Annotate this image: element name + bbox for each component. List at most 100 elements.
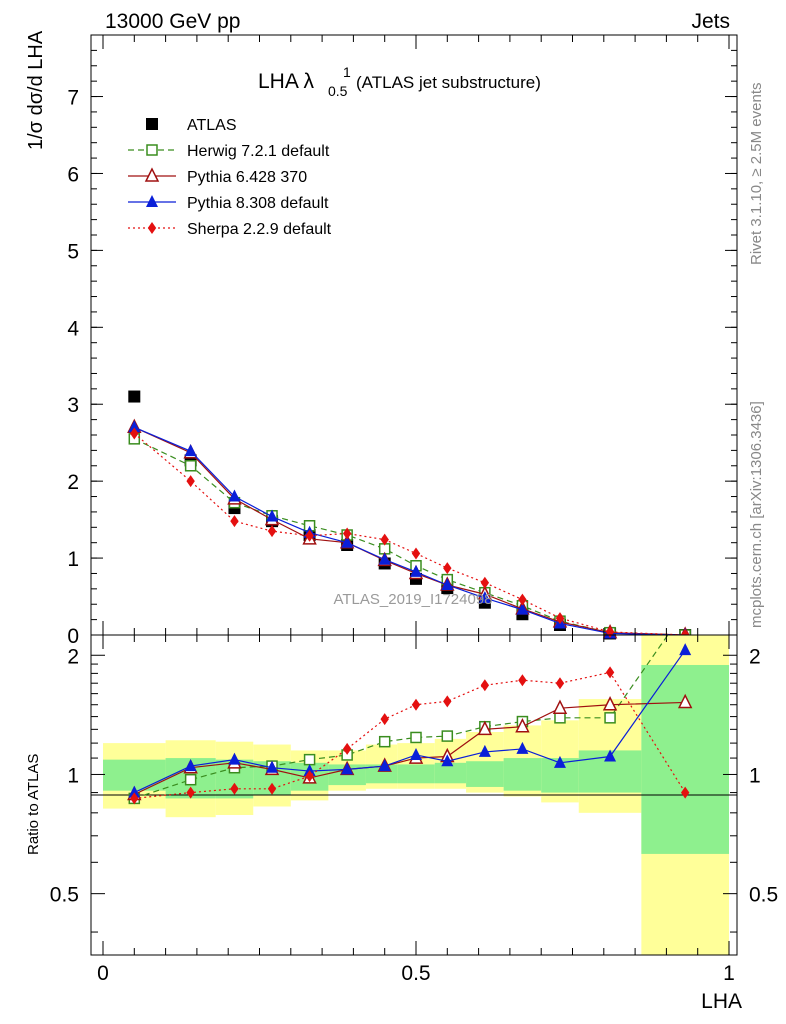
point-pythia-8-308-default xyxy=(478,591,491,604)
ratio-y-tick-label: 2 xyxy=(67,645,79,668)
point-pythia-8-308-default xyxy=(228,489,241,502)
ratio-point-herwig-7-2-1-default xyxy=(303,753,316,766)
main-y-tick-label: 7 xyxy=(67,87,79,110)
ratio-point-pythia-8-308-default xyxy=(679,643,692,656)
main-y-label: 1/σ dσ/d LHA xyxy=(25,30,47,150)
ratio-y-tick-label-right: 2 xyxy=(749,645,761,668)
ratio-point-pythia-8-308-default xyxy=(441,754,454,767)
main-y-tick-label: 0 xyxy=(67,625,79,648)
ratio-point-sherpa-2-2-9-default xyxy=(305,770,314,783)
main-y-tick-label: 5 xyxy=(67,240,79,263)
ratio-point-pythia-8-308-default xyxy=(303,764,316,777)
legend-item-pythia-8-308-default: Pythia 8.308 default xyxy=(128,195,329,212)
ratio-y-tick-label: 0.5 xyxy=(50,884,79,907)
legend-marker xyxy=(144,167,160,182)
point-pythia-8-308-default xyxy=(378,552,391,565)
inner-uncertainty-band xyxy=(503,758,542,791)
point-sherpa-2-2-9-default xyxy=(555,612,565,625)
ratio-point-pythia-6-428-370 xyxy=(477,720,493,736)
inner-uncertainty-band xyxy=(397,764,435,784)
main-y-tick-label: 6 xyxy=(67,163,79,186)
ratio-point-herwig-7-2-1-default xyxy=(410,731,422,744)
ratio-point-pythia-8-308-default xyxy=(266,760,279,773)
ratio-point-sherpa-2-2-9-default xyxy=(605,666,615,679)
x-tick-label: 1 xyxy=(723,962,735,985)
ratio-y-tick-label-right: 1 xyxy=(749,764,761,787)
ratio-series-pythia-8-308-default xyxy=(128,643,692,798)
legend-label: Pythia 6.428 370 xyxy=(187,169,307,186)
ratio-point-pythia-6-428-370 xyxy=(602,696,618,711)
point-sherpa-2-2-9-default xyxy=(267,525,277,538)
legend-item-herwig-7-2-1-default: Herwig 7.2.1 default xyxy=(128,143,330,160)
ratio-point-herwig-7-2-1-default xyxy=(680,605,690,615)
legend-item-pythia-6-428-370: Pythia 6.428 370 xyxy=(128,167,307,186)
ratio-line-sherpa-2-2-9-default xyxy=(134,671,686,800)
ratio-point-herwig-7-2-1-default xyxy=(378,735,391,748)
point-sherpa-2-2-9-default xyxy=(411,547,421,560)
ratio-y-label-text: Ratio to ATLAS xyxy=(25,754,42,855)
series-line-herwig-7-2-1-default xyxy=(134,438,686,636)
legend-marker xyxy=(146,195,158,207)
title-subscript: 0.5 xyxy=(328,83,348,99)
ratio-point-sherpa-2-2-9-default xyxy=(480,679,490,692)
legend-marker xyxy=(146,144,158,156)
ratio-point-pythia-6-428-370 xyxy=(677,693,693,709)
main-y-axis: 0 1 2 3 4 5 6 7 xyxy=(67,34,737,648)
title-superscript: 1 xyxy=(343,64,351,80)
point-pythia-8-308-default xyxy=(410,564,422,577)
ratio-point-pythia-8-308-default xyxy=(341,762,354,775)
x-tick-label: 0.5 xyxy=(401,962,430,985)
point-sherpa-2-2-9-default xyxy=(186,475,195,488)
ratio-point-sherpa-2-2-9-default xyxy=(186,786,195,799)
main-y-tick-label: 1 xyxy=(67,548,79,571)
ratio-point-herwig-7-2-1-default xyxy=(441,730,454,742)
ratio-frame xyxy=(90,634,738,956)
ratio-point-pythia-8-308-default xyxy=(604,749,617,762)
inner-uncertainty-band xyxy=(466,761,504,787)
ratio-data-layer xyxy=(127,605,693,805)
ratio-point-herwig-7-2-1-default xyxy=(554,712,566,724)
legend-label: Herwig 7.2.1 default xyxy=(187,143,330,160)
ratio-point-sherpa-2-2-9-default xyxy=(411,698,421,711)
ratio-panel: 0.5 0.5 1 1 2 2 0 0.5 1 Ratio to ATLAS LHA xyxy=(25,605,778,1013)
ratio-point-sherpa-2-2-9-default xyxy=(443,695,452,708)
ratio-y-tick-label: 1 xyxy=(67,764,79,787)
ratio-point-sherpa-2-2-9-default xyxy=(555,677,565,690)
series-sherpa-2-2-9-default xyxy=(130,427,690,641)
main-x-ticks xyxy=(102,35,730,635)
point-pythia-8-308-default xyxy=(184,444,197,457)
legend-item-sherpa-2-2-9-default: Sherpa 2.2.9 default xyxy=(128,221,332,238)
legend-marker xyxy=(147,222,157,234)
ratio-point-sherpa-2-2-9-default xyxy=(380,713,389,726)
main-panel: 0 1 2 3 4 5 6 7 LHA λ 1 0.5 (ATLAS jet substruc… xyxy=(25,30,738,648)
ratio-x-axis: 0 0.5 1 xyxy=(97,635,735,985)
point-sherpa-2-2-9-default xyxy=(342,527,352,540)
point-sherpa-2-2-9-default xyxy=(518,593,527,606)
rivet-version-label: Rivet 3.1.10, ≥ 2.5M events xyxy=(748,83,765,266)
point-pythia-8-308-default xyxy=(266,509,279,522)
ratio-point-pythia-8-308-default xyxy=(184,759,197,772)
ratio-point-pythia-6-428-370 xyxy=(515,718,530,733)
ratio-point-sherpa-2-2-9-default xyxy=(130,792,139,805)
ratio-y-axis: 0.5 0.5 1 1 2 2 xyxy=(50,645,778,933)
point-atlas xyxy=(128,390,141,403)
ratio-point-pythia-6-428-370 xyxy=(552,699,568,714)
x-axis-label: LHA xyxy=(701,990,742,1013)
legend-label: Sherpa 2.2.9 default xyxy=(187,221,332,238)
ratio-point-pythia-8-308-default xyxy=(553,755,566,768)
legend-marker xyxy=(146,118,158,130)
ratio-point-pythia-8-308-default xyxy=(228,752,241,765)
mcplots-reference-label: mcplots.cern.ch [arXiv:1306.3436] xyxy=(748,401,765,628)
legend-label: Pythia 8.308 default xyxy=(187,195,329,212)
inner-uncertainty-band xyxy=(434,762,467,784)
header-process: 13000 GeV pp xyxy=(105,10,240,33)
legend-label: ATLAS xyxy=(187,117,237,134)
point-sherpa-2-2-9-default xyxy=(380,533,389,546)
point-pythia-8-308-default xyxy=(128,420,141,433)
main-y-tick-label: 3 xyxy=(67,394,79,417)
point-pythia-8-308-default xyxy=(441,578,454,590)
ratio-point-sherpa-2-2-9-default xyxy=(342,742,352,755)
title-rest: (ATLAS jet substructure) xyxy=(356,73,541,92)
ratio-point-pythia-8-308-default xyxy=(128,785,141,798)
